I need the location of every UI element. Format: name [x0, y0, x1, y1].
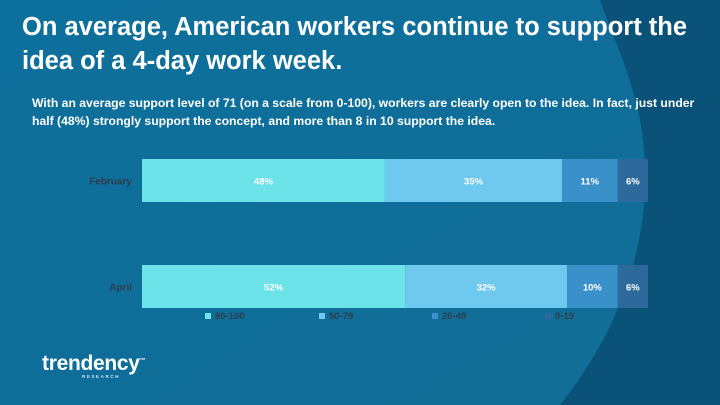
data-label-april-50-79: 32%	[477, 283, 497, 294]
data-label-february-0-19: 6%	[626, 177, 640, 188]
bar-february-50-79	[384, 159, 562, 202]
bar-february-80-100	[142, 159, 385, 202]
bar-february-20-49	[561, 159, 618, 202]
legend-label-50-79: 50-79	[329, 311, 353, 322]
page-title: On average, American workers continue to…	[22, 13, 688, 75]
data-label-april-0-19: 6%	[626, 283, 640, 294]
bar-february-0-19	[617, 159, 648, 202]
legend-label-20-49: 20-49	[442, 311, 466, 322]
page-subtitle: With an average support level of 71 (on …	[32, 96, 695, 128]
data-label-february-80-100: 48%	[254, 177, 274, 188]
background-dark-sweep	[560, 0, 720, 405]
bar-april-80-100	[142, 265, 406, 308]
logo-trademark: ™	[139, 358, 146, 364]
bar-april-20-49	[567, 265, 618, 308]
category-label-april: April	[109, 283, 132, 294]
data-label-april-20-49: 10%	[583, 283, 603, 294]
legend-swatch-50-79	[319, 313, 325, 319]
trendency-logo: trendency™	[42, 352, 146, 376]
legend-swatch-0-19	[545, 313, 551, 319]
legend-swatch-20-49	[432, 313, 438, 319]
bar-april-0-19	[617, 265, 648, 308]
data-label-april-80-100: 52%	[264, 283, 284, 294]
category-label-february: February	[89, 177, 132, 188]
data-label-february-50-79: 35%	[464, 177, 484, 188]
data-label-february-20-49: 11%	[581, 177, 600, 188]
legend-label-0-19: 0-19	[555, 311, 574, 322]
logo-tagline: RESEARCH	[82, 374, 121, 379]
logo-wordmark: trendency	[42, 352, 140, 375]
legend-label-80-100: 80-100	[215, 311, 245, 322]
bar-april-50-79	[405, 265, 568, 308]
legend-swatch-80-100	[205, 313, 211, 319]
